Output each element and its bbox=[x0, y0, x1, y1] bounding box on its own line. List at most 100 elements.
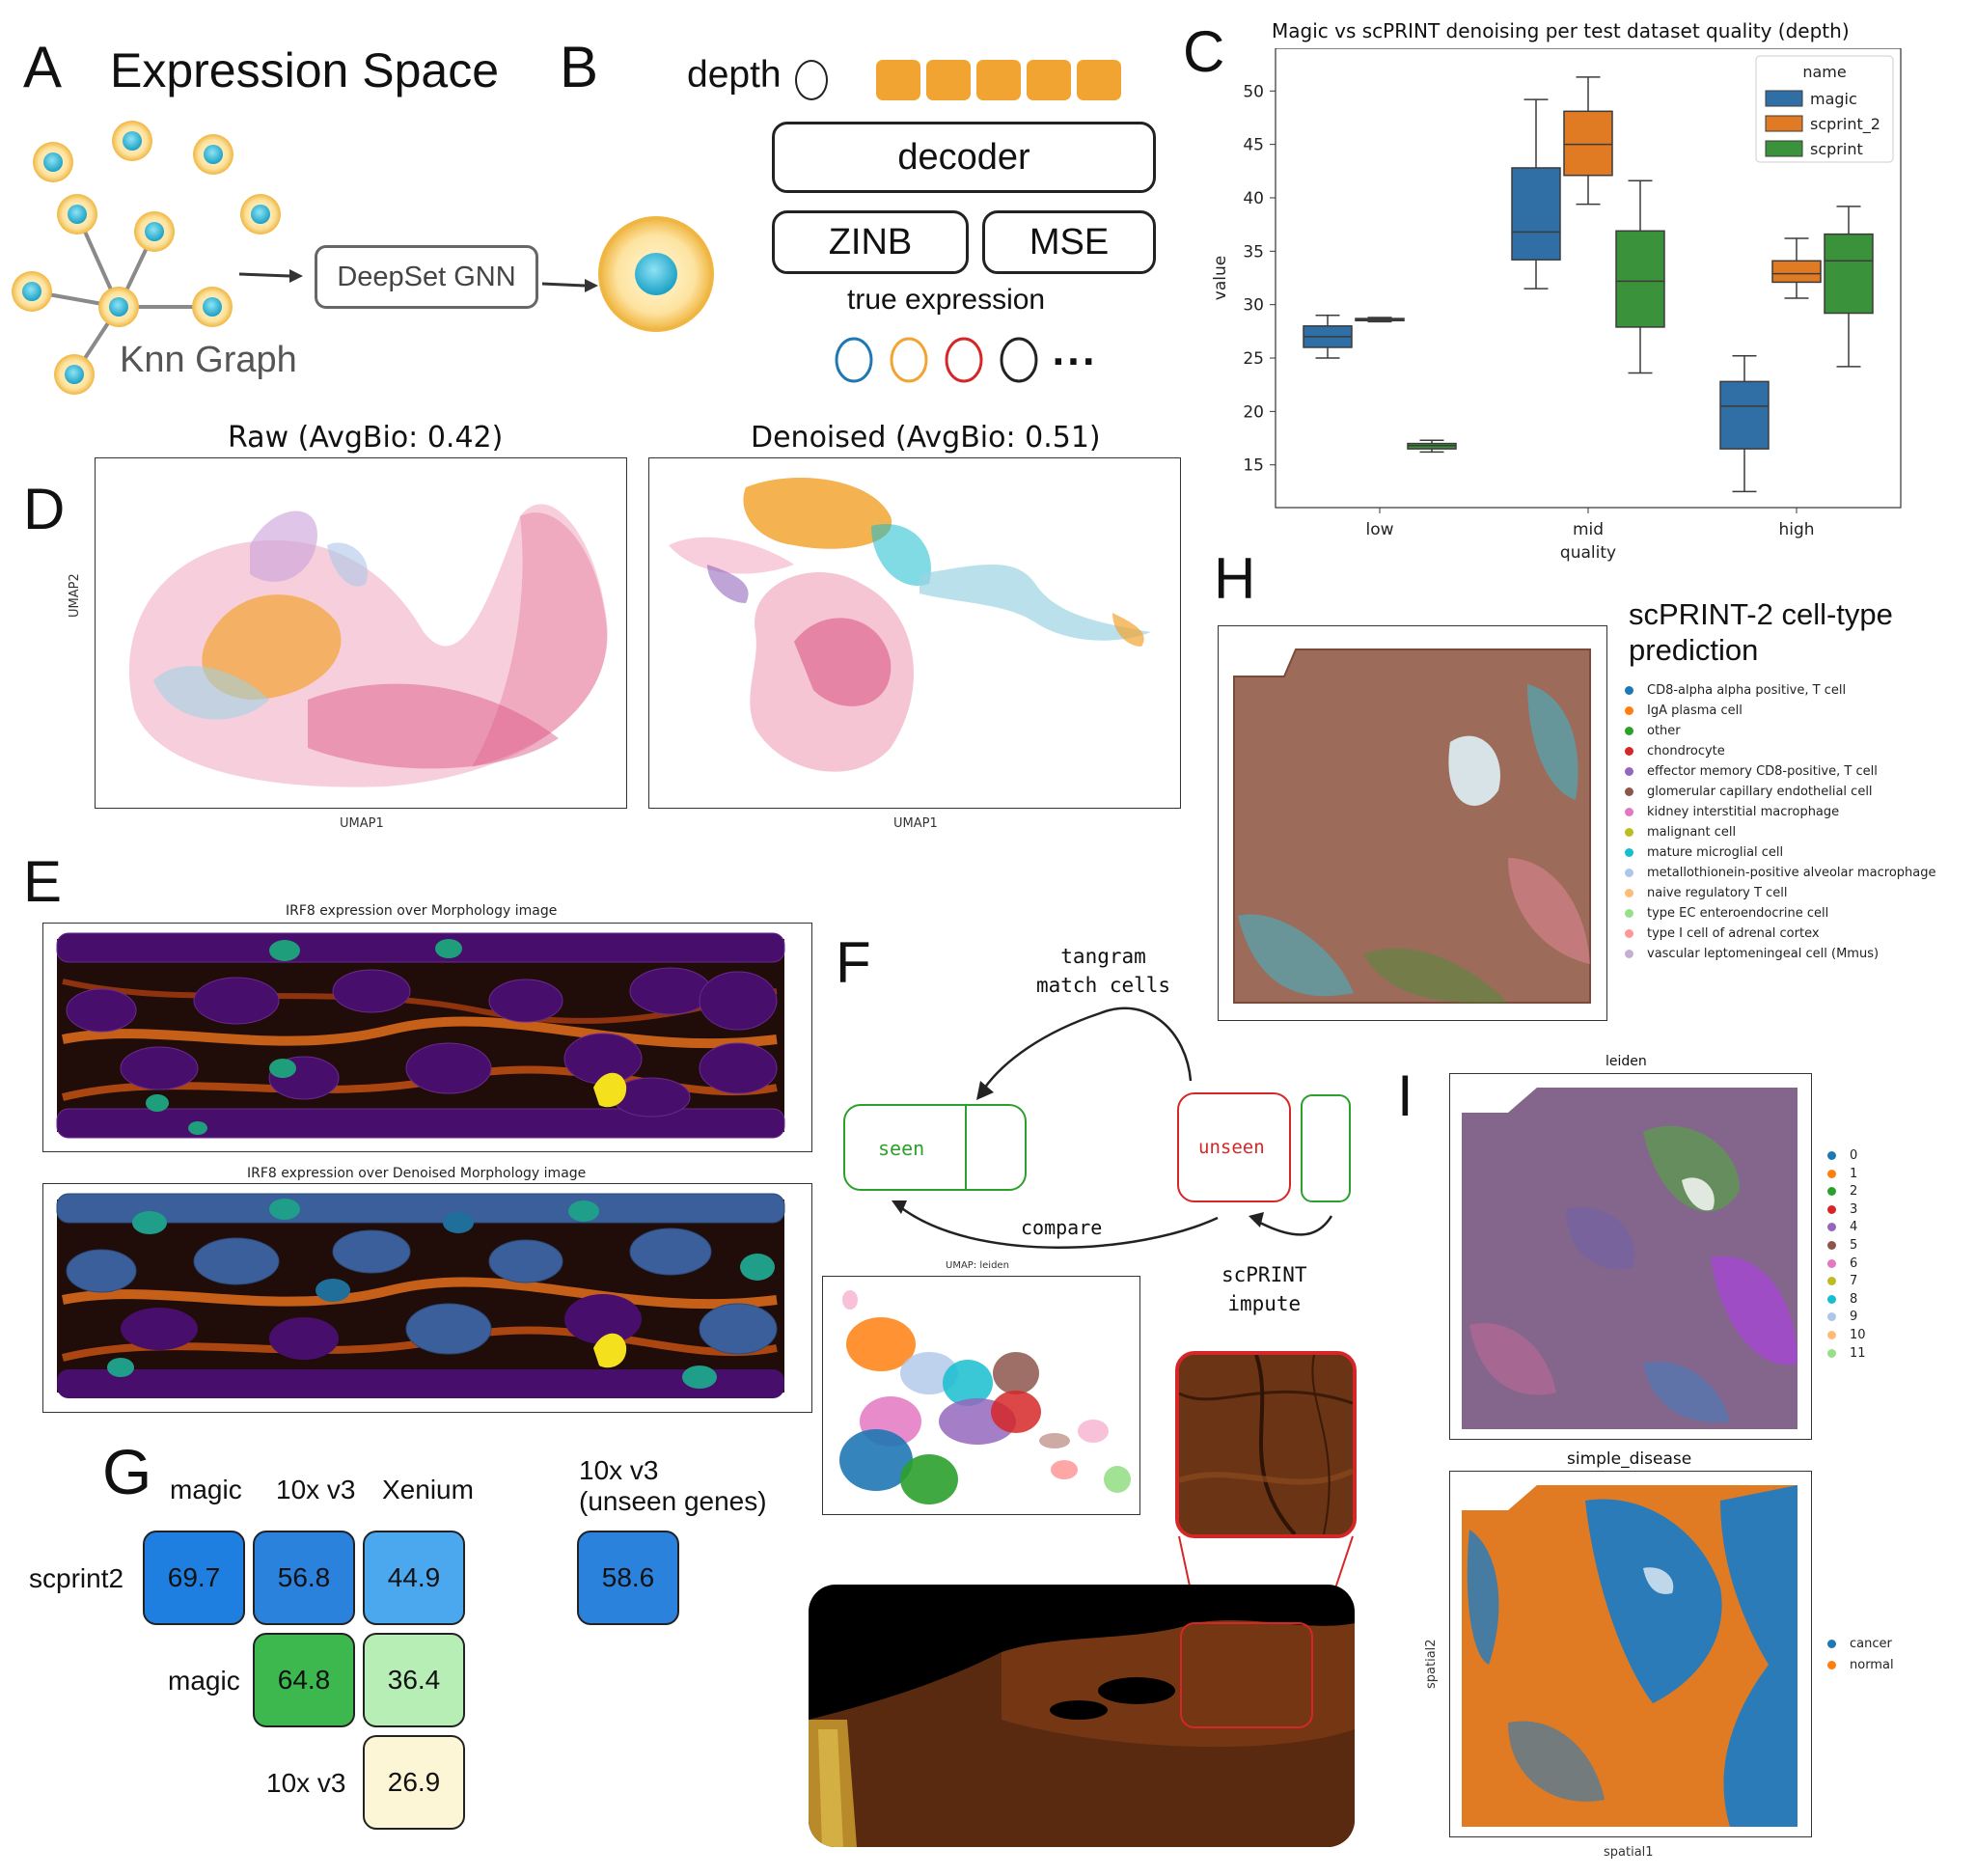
h-legend-item: naive regulatory T cell bbox=[1625, 886, 1787, 900]
leiden-legend-item: 6 bbox=[1827, 1256, 1857, 1271]
leiden-legend-swatch bbox=[1827, 1312, 1836, 1322]
x-tick-label: high bbox=[1778, 520, 1814, 539]
box-scprint_2 bbox=[1563, 110, 1613, 177]
compare-label: compare bbox=[1021, 1216, 1103, 1239]
workflow-arrows bbox=[892, 1007, 1333, 1249]
output-cell-icon bbox=[598, 216, 714, 332]
legend-label: scprint_2 bbox=[1810, 115, 1880, 134]
seen-label: seen bbox=[878, 1137, 925, 1160]
leiden-legend-item: 9 bbox=[1827, 1310, 1857, 1324]
h-legend-label: naive regulatory T cell bbox=[1647, 886, 1788, 900]
h-legend-label: chondrocyte bbox=[1647, 744, 1725, 759]
cell-icons bbox=[12, 121, 281, 395]
irf8-denoised-morphology bbox=[56, 1193, 785, 1398]
h-legend-label: effector memory CD8-positive, T cell bbox=[1647, 764, 1878, 779]
leiden-legend-label: 1 bbox=[1850, 1166, 1858, 1181]
leiden-legend-label: 9 bbox=[1850, 1310, 1858, 1325]
y-tick-label: 50 bbox=[1243, 82, 1264, 101]
h-legend-item: glomerular capillary endothelial cell bbox=[1625, 785, 1873, 799]
disease-legend-item: cancer bbox=[1827, 1637, 1892, 1651]
h-legend-item: chondrocyte bbox=[1625, 744, 1725, 759]
depth-token-icon bbox=[795, 60, 828, 100]
h-legend-item: IgA plasma cell bbox=[1625, 704, 1743, 718]
umap-leiden-plot bbox=[822, 1276, 1140, 1515]
imputed-box bbox=[1301, 1094, 1351, 1202]
leiden-legend-swatch bbox=[1827, 1204, 1836, 1214]
h-legend-swatch bbox=[1625, 869, 1633, 877]
g-cell-magic-xenium: 36.4 bbox=[363, 1633, 465, 1727]
legend-title: name bbox=[1802, 63, 1846, 81]
expr-circle bbox=[945, 337, 983, 383]
leiden-legend-swatch bbox=[1827, 1241, 1836, 1250]
g-row-label-10xv3: 10x v3 bbox=[266, 1768, 346, 1798]
y-tick-label: 40 bbox=[1243, 189, 1264, 208]
impute-label: scPRINT impute bbox=[1221, 1263, 1307, 1315]
h-legend-item: type I cell of adrenal cortex bbox=[1625, 926, 1820, 941]
panel-a-title: Expression Space bbox=[110, 43, 500, 97]
leiden-legend-label: 3 bbox=[1850, 1201, 1858, 1217]
leiden-legend-label: 8 bbox=[1850, 1291, 1858, 1307]
disease-legend-swatch bbox=[1827, 1661, 1836, 1669]
g-col-header-magic: magic bbox=[170, 1475, 242, 1504]
spatial1-label: spatial1 bbox=[1604, 1845, 1654, 1860]
depth-label: depth bbox=[687, 54, 782, 96]
h-legend-swatch bbox=[1625, 767, 1633, 776]
h-legend-item: mature microglial cell bbox=[1625, 845, 1783, 860]
g-col-header-10xv3: 10x v3 bbox=[276, 1475, 356, 1504]
deepset-gnn-box: DeepSet GNN bbox=[315, 245, 538, 309]
h-legend-label: malignant cell bbox=[1647, 825, 1737, 840]
leiden-legend-swatch bbox=[1827, 1294, 1836, 1304]
y-tick-label: 45 bbox=[1243, 136, 1264, 155]
h-legend-label: metallothionein-positive alveolar macrop… bbox=[1647, 866, 1936, 880]
g-row-label-scprint2: scprint2 bbox=[29, 1563, 124, 1593]
h-spatial-scatter bbox=[1233, 648, 1591, 1004]
leiden-spatial-plot bbox=[1449, 1073, 1812, 1440]
h-legend-item: malignant cell bbox=[1625, 825, 1736, 840]
leiden-title: leiden bbox=[1606, 1054, 1647, 1069]
ellipsis: ... bbox=[1052, 334, 1098, 373]
tissue-zoom-image bbox=[1175, 1351, 1357, 1538]
raw-umap-title: Raw (AvgBio: 0.42) bbox=[228, 421, 504, 455]
leiden-legend-swatch bbox=[1827, 1258, 1836, 1268]
knn-graph-illustration bbox=[12, 121, 714, 395]
leiden-legend-item: 0 bbox=[1827, 1148, 1857, 1163]
leiden-legend-swatch bbox=[1827, 1348, 1836, 1358]
h-legend-item: CD8-alpha alpha positive, T cell bbox=[1625, 683, 1846, 698]
h-legend-label: IgA plasma cell bbox=[1647, 704, 1743, 718]
leiden-legend-swatch bbox=[1827, 1187, 1836, 1197]
leiden-legend-label: 4 bbox=[1850, 1220, 1858, 1235]
y-tick-label: 35 bbox=[1243, 242, 1264, 262]
panel-letter-f: F bbox=[836, 930, 871, 995]
g-extra-header: 10x v3 (unseen genes) bbox=[579, 1455, 767, 1516]
disease-spatial-plot bbox=[1449, 1471, 1812, 1837]
h-legend-swatch bbox=[1625, 909, 1633, 918]
expr-circle bbox=[890, 337, 928, 383]
leiden-legend-item: 2 bbox=[1827, 1184, 1857, 1199]
token-square bbox=[1027, 60, 1071, 100]
leiden-legend-swatch bbox=[1827, 1277, 1836, 1286]
expression-circles bbox=[835, 337, 1038, 383]
disease-legend-swatch bbox=[1827, 1640, 1836, 1648]
leiden-legend-item: 5 bbox=[1827, 1238, 1857, 1253]
expr-circle bbox=[1000, 337, 1038, 383]
irf8-raw-image bbox=[42, 923, 812, 1152]
h-legend-label: other bbox=[1647, 724, 1681, 738]
leiden-legend-label: 11 bbox=[1850, 1345, 1866, 1361]
seen-divider bbox=[965, 1106, 967, 1189]
box-scprint bbox=[1824, 233, 1874, 315]
irf8-denoised-image bbox=[42, 1183, 812, 1413]
raw-umap-plot bbox=[95, 457, 627, 809]
x-tick-label: low bbox=[1365, 520, 1393, 539]
irf8-top-title: IRF8 expression over Morphology image bbox=[286, 903, 558, 919]
h-legend-swatch bbox=[1625, 929, 1633, 938]
h-legend-swatch bbox=[1625, 889, 1633, 897]
irf8-raw-morphology bbox=[56, 932, 785, 1139]
unseen-label: unseen bbox=[1198, 1137, 1265, 1158]
h-legend-swatch bbox=[1625, 950, 1633, 958]
tissue-overview-texture bbox=[809, 1620, 1355, 1847]
box-magic bbox=[1511, 167, 1561, 261]
box-scprint bbox=[1615, 230, 1665, 328]
true-expression-label: true expression bbox=[847, 284, 1046, 316]
panel-letter-i: I bbox=[1397, 1063, 1413, 1128]
g-row-label-magic: magic bbox=[168, 1666, 240, 1696]
